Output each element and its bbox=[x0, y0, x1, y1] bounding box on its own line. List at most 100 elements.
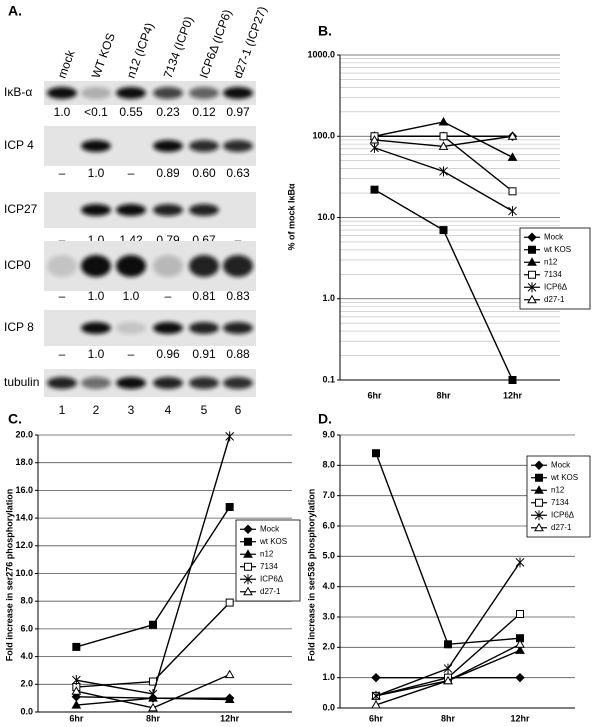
legend-marker bbox=[244, 562, 252, 571]
lane-number: 5 bbox=[201, 403, 208, 417]
marker bbox=[507, 131, 518, 140]
band-value: 0.96 bbox=[156, 347, 180, 361]
band bbox=[153, 322, 183, 334]
legend-label: d27-1 bbox=[544, 295, 565, 304]
marker bbox=[516, 609, 524, 618]
legend-label: d27-1 bbox=[260, 587, 281, 596]
marker bbox=[71, 686, 82, 695]
x-tick-label: 12hr bbox=[510, 713, 530, 723]
marker bbox=[438, 116, 449, 126]
y-tick-label: 4.0 bbox=[20, 651, 33, 661]
marker bbox=[515, 639, 525, 648]
band bbox=[153, 87, 183, 99]
marker bbox=[444, 640, 452, 649]
lane-number: 6 bbox=[235, 403, 242, 417]
x-tick-label: 12hr bbox=[503, 390, 523, 400]
blot-background bbox=[44, 369, 256, 397]
lane-header: mock bbox=[55, 47, 78, 80]
row-label: ICP 4 bbox=[4, 138, 34, 152]
band bbox=[116, 255, 146, 277]
legend-box bbox=[526, 455, 591, 538]
marker bbox=[369, 134, 380, 144]
marker bbox=[148, 702, 158, 712]
legend-label: Mock bbox=[260, 524, 280, 533]
legend-label: ICP6Δ bbox=[544, 282, 568, 291]
band bbox=[81, 255, 111, 277]
marker bbox=[149, 620, 157, 629]
marker bbox=[439, 166, 448, 177]
band bbox=[47, 87, 77, 99]
marker bbox=[72, 642, 81, 651]
band bbox=[47, 255, 77, 277]
band bbox=[189, 322, 219, 334]
band-value: – bbox=[165, 289, 172, 303]
x-tick-label: 8hr bbox=[146, 713, 161, 723]
band-value: 0.55 bbox=[119, 105, 143, 119]
x-tick-label: 8hr bbox=[441, 713, 456, 723]
y-tick-label: 0.0 bbox=[322, 702, 335, 712]
band-value: 1.0 bbox=[88, 347, 105, 361]
band bbox=[116, 204, 146, 216]
y-tick-label: 10.0 bbox=[317, 212, 335, 222]
marker bbox=[515, 645, 525, 654]
band-value: – bbox=[128, 347, 135, 361]
legend-label: ICP6Δ bbox=[260, 574, 284, 583]
lane-header: WT KOS bbox=[89, 31, 118, 80]
marker bbox=[224, 694, 235, 704]
y-tick-label: 16.0 bbox=[15, 485, 33, 495]
band bbox=[223, 255, 253, 277]
y-tick-label: 4.0 bbox=[322, 581, 335, 591]
legend-marker bbox=[527, 282, 537, 293]
band-value: 1.0 bbox=[54, 105, 71, 119]
lane-header: ICP6Δ (ICP6) bbox=[197, 8, 235, 80]
band-value: <0.1 bbox=[84, 105, 108, 119]
band-value: – bbox=[59, 347, 66, 361]
band-value: 1.0 bbox=[88, 166, 105, 180]
y-tick-label: 14.0 bbox=[15, 512, 33, 522]
band bbox=[81, 140, 111, 152]
marker bbox=[225, 431, 235, 442]
legend-marker bbox=[535, 498, 543, 507]
marker bbox=[225, 598, 234, 607]
marker bbox=[224, 669, 235, 679]
marker bbox=[225, 503, 234, 512]
band-value: 0.91 bbox=[192, 347, 216, 361]
band bbox=[189, 377, 219, 389]
marker bbox=[515, 557, 525, 568]
lane-number: 2 bbox=[93, 403, 100, 417]
y-tick-label: 10.0 bbox=[15, 568, 33, 578]
y-axis-label: % of mock IκBα bbox=[286, 183, 296, 251]
band bbox=[153, 204, 183, 216]
panel-label: C. bbox=[8, 411, 22, 427]
y-tick-label: 20.0 bbox=[15, 429, 33, 439]
band bbox=[116, 322, 146, 334]
y-tick-label: 100.0 bbox=[312, 131, 335, 141]
band bbox=[81, 87, 111, 99]
band bbox=[153, 377, 183, 389]
band-value: 0.81 bbox=[192, 289, 216, 303]
row-label: ICP0 bbox=[4, 258, 31, 272]
y-tick-label: 1.0 bbox=[322, 293, 335, 303]
y-tick-label: 6.0 bbox=[20, 623, 33, 633]
legend-label: 7134 bbox=[551, 498, 569, 507]
band-value: 0.88 bbox=[226, 347, 250, 361]
band bbox=[223, 377, 253, 389]
band bbox=[81, 322, 111, 334]
band-value: 1.0 bbox=[88, 289, 105, 303]
band bbox=[81, 377, 111, 389]
band-value: 0.89 bbox=[156, 166, 180, 180]
row-label: tubulin bbox=[4, 375, 39, 389]
marker bbox=[71, 700, 82, 709]
x-tick-label: 6hr bbox=[367, 390, 382, 400]
legend-label: wt KOS bbox=[543, 245, 571, 254]
band-value: – bbox=[128, 166, 135, 180]
legend-marker bbox=[528, 245, 536, 254]
y-tick-label: 7.0 bbox=[322, 490, 335, 500]
lane-number: 3 bbox=[128, 403, 135, 417]
legend-label: 7134 bbox=[544, 270, 562, 279]
panel-label: D. bbox=[318, 411, 332, 427]
lane-number: 4 bbox=[165, 403, 172, 417]
legend-marker bbox=[527, 294, 537, 304]
legend-marker bbox=[528, 270, 536, 279]
